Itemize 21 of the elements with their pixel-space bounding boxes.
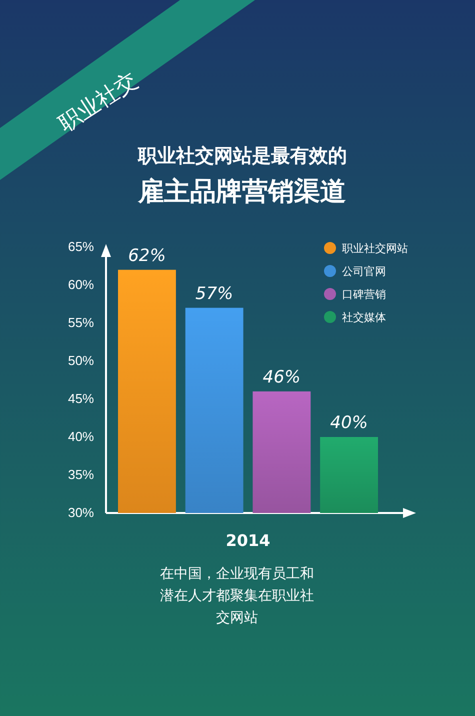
y-tick-label: 45%: [68, 391, 94, 406]
text: 57%: [195, 284, 234, 304]
y-tick-label: 35%: [68, 467, 94, 482]
text: 在中国，企业现有员工和潜在人才都聚集在职业社交网站: [160, 566, 314, 626]
y-tick-label: 65%: [68, 239, 94, 254]
y-tick-label: 55%: [68, 315, 94, 330]
text: 40%: [330, 413, 368, 433]
y-tick-label: 60%: [68, 277, 94, 292]
legend-label: 口碑营销: [342, 288, 386, 301]
legend-label: 职业社交网站: [342, 242, 408, 255]
y-tick-label: 30%: [68, 505, 94, 520]
x-axis-title: 2014: [226, 531, 270, 550]
text: 职业社交: [54, 68, 142, 138]
y-tick-label: 40%: [68, 429, 94, 444]
legend-label: 社交媒体: [342, 311, 386, 324]
text: 46%: [262, 367, 301, 388]
chart-subtitle: 雇主品牌营销渠道: [137, 177, 346, 207]
legend-label: 公司官网: [342, 265, 386, 278]
y-tick-label: 50%: [68, 353, 94, 368]
text: 62%: [128, 246, 166, 266]
chart-title: 职业社交网站是最有效的: [137, 145, 347, 167]
